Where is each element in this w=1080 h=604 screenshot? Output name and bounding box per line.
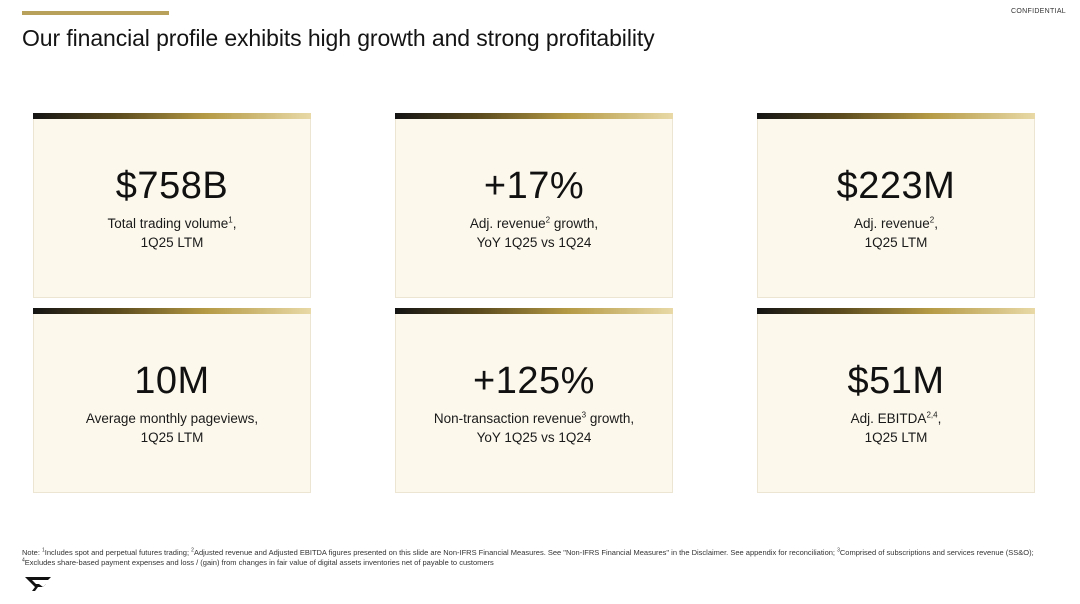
metric-value: +17% (483, 165, 585, 207)
footnote-marker: 2 (191, 547, 194, 554)
footnote-ref: 2,4 (926, 410, 938, 420)
metric-caption: Average monthly pageviews, 1Q25 LTM (86, 409, 258, 447)
caption-period: 1Q25 LTM (864, 235, 928, 250)
caption-text-end: growth, (586, 411, 635, 426)
metric-caption: Adj. EBITDA2,4, 1Q25 LTM (851, 409, 942, 447)
confidential-label: CONFIDENTIAL (1011, 8, 1066, 15)
metric-card-adj-ebitda: $51M Adj. EBITDA2,4, 1Q25 LTM (757, 308, 1035, 493)
caption-period: YoY 1Q25 vs 1Q24 (476, 235, 592, 250)
metric-caption: Total trading volume1, 1Q25 LTM (107, 214, 236, 252)
caption-text: Adj. revenue (469, 216, 546, 231)
card-accent-bar (395, 113, 673, 119)
caption-period: YoY 1Q25 vs 1Q24 (476, 430, 592, 445)
metric-card-revenue-growth: +17% Adj. revenue2 growth, YoY 1Q25 vs 1… (395, 113, 673, 298)
card-accent-bar (757, 113, 1035, 119)
footnote-ref: 2 (929, 215, 935, 225)
caption-period: 1Q25 LTM (140, 430, 204, 445)
caption-text: Average monthly pageviews, (85, 411, 259, 426)
metric-value: $758B (115, 165, 229, 207)
footnote-marker: 3 (837, 547, 840, 554)
footnote-marker: 1 (42, 547, 45, 554)
footnote-text: Excludes share-based payment expenses an… (24, 558, 494, 567)
metrics-grid: $758B Total trading volume1, 1Q25 LTM +1… (33, 113, 1035, 493)
caption-text-end: , (934, 216, 939, 231)
card-accent-bar (33, 308, 311, 314)
footnote-text: Adjusted revenue and Adjusted EBITDA fig… (193, 548, 838, 557)
footnote: Note: 1Includes spot and perpetual futur… (22, 548, 1052, 568)
card-accent-bar (395, 308, 673, 314)
caption-period: 1Q25 LTM (864, 430, 928, 445)
caption-text: Total trading volume (107, 216, 229, 231)
caption-text-end: , (232, 216, 237, 231)
metric-card-non-transaction-revenue: +125% Non-transaction revenue3 growth, Y… (395, 308, 673, 493)
caption-text: Adj. EBITDA (850, 411, 927, 426)
footnote-ref: 1 (228, 215, 233, 225)
footnote-marker: 4 (22, 557, 25, 564)
footnote-ref: 3 (581, 410, 587, 420)
card-accent-bar (757, 308, 1035, 314)
footnote-prefix: Note: (22, 548, 43, 557)
metric-value: $51M (847, 360, 945, 402)
card-accent-bar (33, 113, 311, 119)
caption-text: Non-transaction revenue (433, 411, 582, 426)
footnote-ref: 2 (545, 215, 551, 225)
footnote-text: Includes spot and perpetual futures trad… (44, 548, 192, 557)
metric-value: +125% (473, 360, 595, 402)
metric-card-trading-volume: $758B Total trading volume1, 1Q25 LTM (33, 113, 311, 298)
footnote-text: Comprised of subscriptions and services … (839, 548, 1034, 557)
metric-caption: Non-transaction revenue3 growth, YoY 1Q2… (434, 409, 634, 447)
caption-text-end: , (937, 411, 942, 426)
company-logo-icon (24, 576, 52, 597)
caption-text-end: growth, (550, 216, 599, 231)
caption-period: 1Q25 LTM (140, 235, 204, 250)
header-accent-bar (22, 11, 169, 15)
metric-caption: Adj. revenue2 growth, YoY 1Q25 vs 1Q24 (470, 214, 598, 252)
metric-card-pageviews: 10M Average monthly pageviews, 1Q25 LTM (33, 308, 311, 493)
metric-value: $223M (836, 165, 956, 207)
metric-card-adj-revenue: $223M Adj. revenue2, 1Q25 LTM (757, 113, 1035, 298)
metric-caption: Adj. revenue2, 1Q25 LTM (854, 214, 938, 252)
caption-text: Adj. revenue (853, 216, 930, 231)
metric-value: 10M (134, 360, 210, 402)
page-title: Our financial profile exhibits high grow… (22, 25, 655, 51)
